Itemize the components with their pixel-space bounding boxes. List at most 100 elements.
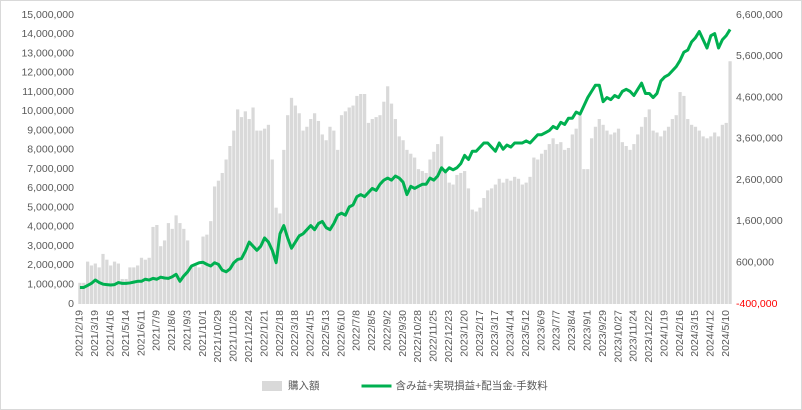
bar — [693, 126, 698, 304]
bar — [447, 182, 451, 304]
bar — [586, 169, 590, 304]
x-tick-label: 2022/3/18 — [289, 310, 301, 357]
bar — [559, 142, 563, 304]
bar — [659, 136, 663, 304]
y-tick-label: 10,000,000 — [21, 105, 74, 117]
line — [79, 28, 732, 289]
bar — [582, 169, 586, 304]
bar — [670, 119, 674, 304]
y-tick-label: 12,000,000 — [21, 67, 74, 79]
y2-tick-label: 3,600,000 — [736, 133, 783, 145]
y-tick-label: 2,000,000 — [27, 259, 74, 271]
bar — [436, 144, 440, 304]
x-tick-label: 2023/3/17 — [489, 310, 501, 357]
y-tick-label: 3,000,000 — [27, 240, 74, 252]
bar — [609, 134, 613, 304]
y-tick-label: 8,000,000 — [27, 144, 74, 156]
y-tick-label: 0 — [68, 298, 74, 310]
bar — [232, 130, 236, 304]
x-tick-label: 2023/2/17 — [474, 310, 486, 357]
bar — [182, 228, 186, 304]
bar — [574, 128, 578, 304]
x-tick-label: 2021/9/3 — [181, 310, 193, 351]
bar — [159, 246, 163, 304]
bar — [463, 171, 467, 304]
bar — [439, 136, 444, 304]
bar — [220, 172, 224, 304]
bar — [266, 124, 271, 304]
bar — [209, 221, 213, 304]
bar — [105, 259, 109, 304]
bar — [309, 119, 313, 304]
bar — [128, 267, 132, 304]
x-tick-label: 2021/6/11 — [135, 310, 147, 356]
bar — [286, 115, 290, 304]
bar — [413, 157, 417, 304]
x-tick-label: 2022/2/18 — [274, 310, 286, 357]
bar — [539, 153, 544, 304]
x-tick-label: 2021/12/24 — [243, 310, 255, 363]
bar — [289, 97, 294, 304]
bar — [339, 115, 344, 304]
x-tick-label: 2022/4/15 — [305, 310, 317, 357]
y-tick-label: 1,000,000 — [27, 279, 74, 291]
bar — [101, 253, 105, 304]
x-tick-label: 2022/10/28 — [412, 310, 424, 363]
bar — [178, 223, 182, 304]
x-tick-label: 2023/12/22 — [643, 310, 655, 363]
bar — [259, 130, 263, 304]
bar — [151, 226, 155, 304]
bar — [451, 184, 455, 304]
x-tick-label: 2023/7/7 — [551, 310, 563, 351]
bar — [509, 180, 513, 304]
bar — [466, 188, 471, 304]
bar — [497, 178, 501, 304]
bar — [424, 172, 428, 304]
bar — [216, 180, 221, 304]
x-tick-label: 2023/5/12 — [520, 310, 532, 357]
bar — [166, 223, 171, 304]
bar — [555, 144, 559, 304]
bar — [543, 149, 548, 304]
bar — [228, 146, 232, 304]
x-tick-label: 2022/8/5 — [366, 310, 378, 351]
bar — [416, 169, 421, 304]
bar — [628, 149, 632, 304]
x-tick-label: 2022/9/2 — [381, 310, 393, 351]
x-tick-label: 2024/2/16 — [674, 310, 686, 357]
x-tick-label: 2022/7/8 — [351, 310, 363, 351]
bar — [613, 132, 617, 304]
bar — [459, 172, 463, 304]
bar — [132, 267, 136, 304]
bar — [620, 142, 624, 304]
bar — [143, 259, 147, 304]
x-tick-label: 2023/4/14 — [505, 310, 517, 357]
x-tick-label: 2024/5/10 — [720, 310, 732, 357]
bar — [486, 190, 490, 304]
bar — [551, 138, 555, 304]
bar — [389, 103, 394, 304]
bar — [655, 132, 659, 304]
x-tick-label: 2024/4/12 — [705, 310, 717, 357]
bar — [409, 153, 413, 304]
bar — [513, 176, 517, 304]
x-tick-label: 2023/9/1 — [582, 310, 594, 351]
bar — [362, 93, 367, 304]
bar — [93, 263, 97, 304]
legend-swatch — [262, 381, 282, 391]
bar — [643, 117, 648, 304]
bar — [516, 178, 521, 304]
x-tick-label: 2023/10/27 — [612, 310, 624, 363]
bar — [709, 136, 713, 304]
y-tick-label: 9,000,000 — [27, 124, 74, 136]
y2-tick-label: 6,600,000 — [736, 9, 783, 21]
x-tick-label: 2022/12/23 — [443, 310, 455, 363]
x-tick-label: 2022/9/30 — [397, 310, 409, 357]
bar — [97, 267, 101, 304]
bar — [720, 124, 724, 304]
bar — [589, 138, 594, 304]
bar — [82, 282, 86, 304]
bar — [682, 95, 686, 304]
bar — [189, 265, 194, 304]
bar — [320, 134, 324, 304]
